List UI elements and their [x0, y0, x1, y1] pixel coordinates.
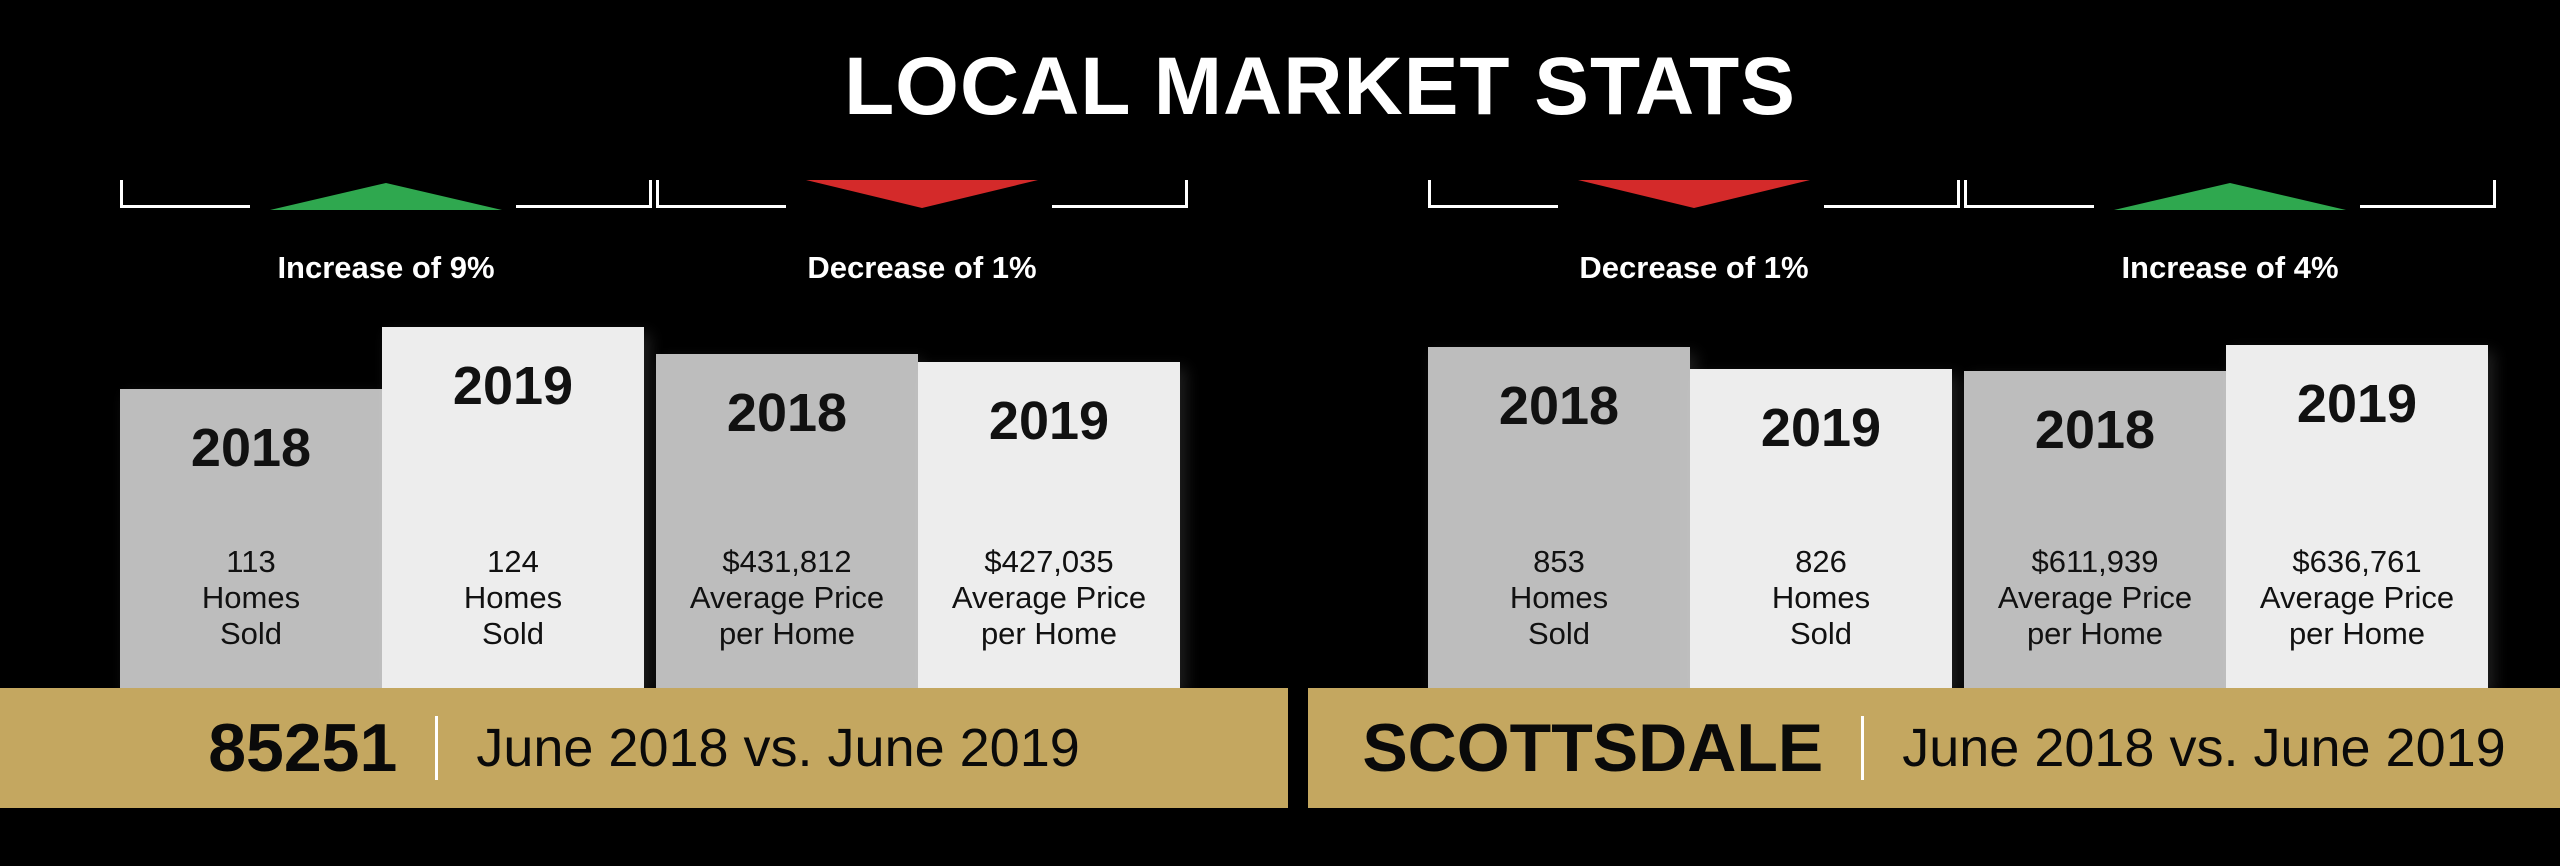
bar-2019-homes-sold: 2019 826 Homes Sold: [1690, 368, 1952, 688]
range-rule-left: [1428, 205, 1558, 208]
range-cap-left: [120, 180, 123, 208]
band-divider: [435, 716, 439, 780]
change-indicator: Increase of 9%: [120, 180, 652, 290]
bar-metric-label: Sold: [219, 615, 283, 651]
bar-year-label: 2018: [726, 383, 848, 444]
bar-metric-label: Sold: [1527, 615, 1591, 651]
location-band: 85251 June 2018 vs. June 2019: [0, 688, 1288, 808]
location-name: SCOTTSDALE: [1362, 710, 1824, 786]
bar-metric-label: Average Price: [689, 579, 885, 615]
bar-year-label: 2019: [2296, 373, 2418, 434]
bar-value: $427,035: [984, 543, 1114, 579]
bar-metric-label: per Home: [980, 615, 1118, 651]
bar-value: 826: [1795, 543, 1847, 579]
bar-value: 113: [226, 543, 276, 579]
bar-year-label: 2019: [988, 390, 1110, 451]
bar-value: $611,939: [2031, 543, 2159, 579]
bar-value-label: 826 Homes Sold: [1690, 544, 1952, 652]
bar-value-label: $636,761 Average Price per Home: [2226, 544, 2488, 652]
range-cap-right: [1957, 180, 1960, 208]
bar-value: 853: [1533, 543, 1585, 579]
range-rule-right: [1824, 205, 1960, 208]
change-indicator: Decrease of 1%: [1428, 180, 1960, 290]
change-label: Increase of 9%: [277, 250, 495, 285]
increase-arrow-icon: [270, 183, 502, 210]
decrease-arrow-icon: [806, 180, 1038, 208]
bar-year-label: 2018: [1498, 376, 1620, 437]
increase-arrow-icon: [2114, 183, 2346, 210]
bar-2018-average-price: 2018 $611,939 Average Price per Home: [1964, 371, 2226, 688]
change-indicator: Increase of 4%: [1964, 180, 2496, 290]
bar-metric-label: per Home: [2288, 615, 2426, 651]
change-label: Increase of 4%: [2121, 250, 2339, 285]
bar-value-label: $611,939 Average Price per Home: [1964, 544, 2226, 652]
bar-2019-average-price: 2019 $427,035 Average Price per Home: [918, 361, 1180, 688]
bar-2019-average-price: 2019 $636,761 Average Price per Home: [2226, 344, 2488, 688]
range-rule-left: [120, 205, 250, 208]
range-cap-left: [656, 180, 659, 208]
bar-value: $431,812: [722, 543, 852, 579]
bar-metric-label: Homes: [1771, 579, 1871, 615]
bar-metric-label: Homes: [1509, 579, 1609, 615]
range-cap-right: [2493, 180, 2496, 208]
bar-value-label: 124 Homes Sold: [382, 544, 644, 652]
bar-value-label: 853 Homes Sold: [1428, 544, 1690, 652]
page-title: LOCAL MARKET STATS: [844, 41, 1796, 132]
bar-metric-label: Homes: [201, 579, 301, 615]
comparison-period: June 2018 vs. June 2019: [476, 718, 1080, 778]
range-cap-left: [1428, 180, 1431, 208]
band-divider: [1861, 716, 1865, 780]
comparison-period: June 2018 vs. June 2019: [1902, 718, 2506, 778]
bar-2018-average-price: 2018 $431,812 Average Price per Home: [656, 354, 918, 688]
bar-year-label: 2019: [452, 356, 574, 417]
bar-year-label: 2019: [1760, 397, 1882, 458]
change-label: Decrease of 1%: [807, 250, 1037, 285]
change-indicator: Decrease of 1%: [656, 180, 1188, 290]
range-rule-right: [2360, 205, 2496, 208]
range-rule-right: [516, 205, 652, 208]
bar-metric-label: per Home: [718, 615, 856, 651]
bar-value: 124: [487, 543, 539, 579]
bar-metric-label: Homes: [463, 579, 563, 615]
decrease-arrow-icon: [1578, 180, 1810, 208]
bar-value: $636,761: [2292, 543, 2422, 579]
location-name: 85251: [208, 710, 398, 786]
bar-value-label: 113 Homes Sold: [120, 544, 382, 652]
range-rule-left: [656, 205, 786, 208]
bar-year-label: 2018: [2034, 400, 2156, 461]
location-band: SCOTTSDALE June 2018 vs. June 2019: [1308, 688, 2560, 808]
bar-metric-label: Average Price: [1997, 579, 2193, 615]
bar-value-label: $427,035 Average Price per Home: [918, 544, 1180, 652]
range-cap-left: [1964, 180, 1967, 208]
bar-2018-homes-sold: 2018 853 Homes Sold: [1428, 347, 1690, 688]
bar-metric-label: Average Price: [951, 579, 1147, 615]
range-rule-right: [1052, 205, 1188, 208]
range-cap-right: [1185, 180, 1188, 208]
bar-2018-homes-sold: 2018 113 Homes Sold: [120, 388, 382, 688]
change-label: Decrease of 1%: [1579, 250, 1809, 285]
bar-metric-label: Sold: [481, 615, 545, 651]
bar-metric-label: Average Price: [2259, 579, 2455, 615]
bar-metric-label: per Home: [2026, 615, 2164, 651]
bar-year-label: 2018: [190, 417, 312, 478]
range-cap-right: [649, 180, 652, 208]
bar-metric-label: Sold: [1789, 615, 1853, 651]
bar-2019-homes-sold: 2019 124 Homes Sold: [382, 327, 644, 688]
range-rule-left: [1964, 205, 2094, 208]
bar-value-label: $431,812 Average Price per Home: [656, 544, 918, 652]
